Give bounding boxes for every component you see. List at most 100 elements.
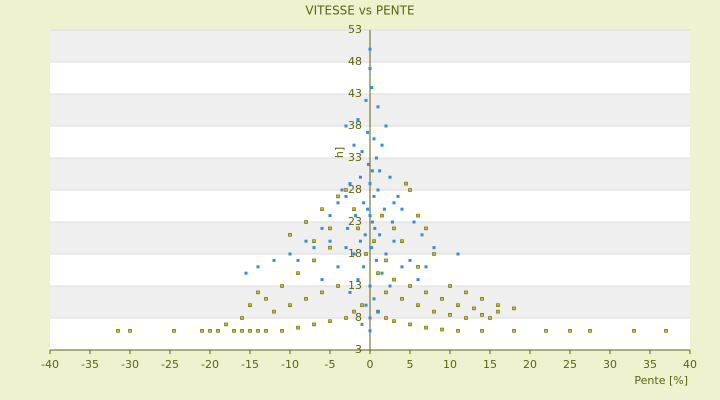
scatter-point bbox=[632, 329, 636, 333]
y-tick-label: 8 bbox=[355, 311, 362, 324]
scatter-point bbox=[380, 271, 384, 275]
scatter-point bbox=[336, 284, 340, 288]
scatter-point bbox=[496, 309, 500, 314]
x-tick-label: -30 bbox=[121, 358, 139, 371]
scatter-point bbox=[368, 284, 372, 288]
y-tick-label: 48 bbox=[348, 55, 362, 68]
scatter-point bbox=[296, 258, 300, 262]
scatter-point bbox=[372, 239, 376, 243]
y-tick-label: 33 bbox=[348, 151, 362, 164]
scatter-point bbox=[200, 329, 204, 333]
scatter-point bbox=[272, 309, 276, 314]
scatter-point bbox=[264, 329, 268, 333]
scatter-point bbox=[370, 86, 374, 90]
scatter-point bbox=[382, 207, 386, 211]
scatter-point bbox=[420, 233, 424, 237]
scatter-point bbox=[280, 329, 284, 333]
scatter-point bbox=[416, 265, 420, 269]
scatter-point bbox=[208, 329, 212, 333]
scatter-point bbox=[232, 329, 236, 333]
scatter-point bbox=[370, 246, 374, 250]
scatter-point bbox=[392, 239, 396, 243]
scatter-point bbox=[488, 316, 492, 320]
scatter-point bbox=[352, 207, 356, 211]
scatter-point bbox=[352, 252, 356, 256]
scatter-point bbox=[328, 239, 332, 243]
scatter-point bbox=[354, 214, 358, 218]
scatter-point bbox=[380, 213, 384, 218]
y-tick-label: 28 bbox=[348, 183, 362, 196]
scatter-point bbox=[366, 207, 370, 211]
scatter-point bbox=[344, 124, 348, 128]
scatter-point bbox=[416, 278, 420, 282]
scatter-point bbox=[240, 329, 244, 333]
scatter-point bbox=[424, 265, 428, 269]
scatter-point bbox=[216, 329, 220, 333]
scatter-point bbox=[456, 329, 460, 333]
scatter-point bbox=[380, 143, 384, 147]
scatter-point bbox=[464, 290, 468, 295]
x-tick-label: -5 bbox=[325, 358, 336, 371]
scatter-point bbox=[464, 316, 468, 320]
scatter-point bbox=[362, 201, 366, 205]
y-tick-label: 53 bbox=[348, 23, 362, 36]
scatter-point bbox=[376, 271, 380, 275]
scatter-point bbox=[378, 169, 382, 173]
scatter-point bbox=[288, 252, 292, 256]
scatter-point bbox=[496, 303, 500, 307]
scatter-point bbox=[128, 329, 132, 333]
scatter-point bbox=[664, 329, 668, 333]
scatter-point bbox=[344, 246, 348, 250]
scatter-point bbox=[512, 329, 516, 333]
scatter-point bbox=[390, 220, 394, 224]
scatter-point bbox=[372, 137, 376, 141]
scatter-point bbox=[378, 233, 382, 237]
scatter-point bbox=[356, 226, 360, 231]
scatter-point bbox=[480, 297, 484, 301]
scatter-point bbox=[224, 322, 228, 327]
scatter-point bbox=[384, 290, 388, 295]
scatter-point bbox=[288, 303, 292, 307]
scatter-point bbox=[344, 316, 348, 320]
scatter-point bbox=[392, 226, 396, 231]
scatter-point bbox=[296, 325, 300, 330]
scatter-point bbox=[264, 297, 268, 301]
scatter-point bbox=[408, 188, 412, 192]
scatter-point bbox=[388, 284, 392, 288]
scatter-point bbox=[448, 313, 452, 317]
scatter-point bbox=[336, 194, 340, 199]
x-tick-label: -10 bbox=[281, 358, 299, 371]
scatter-point bbox=[372, 297, 376, 301]
scatter-point bbox=[480, 329, 484, 333]
x-tick-label: 40 bbox=[683, 358, 697, 371]
y-tick-label: 43 bbox=[348, 87, 362, 100]
scatter-point bbox=[328, 245, 332, 250]
scatter-point bbox=[344, 194, 348, 198]
scatter-point bbox=[358, 239, 362, 243]
scatter-point bbox=[376, 105, 380, 109]
scatter-point bbox=[408, 322, 412, 327]
scatter-point bbox=[412, 220, 416, 224]
scatter-point bbox=[240, 316, 244, 320]
scatter-point bbox=[248, 329, 252, 333]
scatter-point bbox=[400, 297, 404, 301]
scatter-point bbox=[364, 252, 368, 256]
scatter-point bbox=[352, 309, 356, 314]
scatter-point bbox=[360, 150, 364, 154]
scatter-point bbox=[392, 319, 396, 323]
x-tick-label: -25 bbox=[161, 358, 179, 371]
scatter-point bbox=[320, 278, 324, 282]
scatter-point bbox=[366, 130, 370, 134]
scatter-point bbox=[440, 297, 444, 301]
scatter-point bbox=[384, 258, 388, 263]
scatter-point bbox=[376, 310, 380, 314]
scatter-point bbox=[370, 220, 374, 224]
scatter-point bbox=[248, 303, 252, 307]
scatter-point bbox=[172, 329, 176, 333]
scatter-point bbox=[304, 239, 308, 243]
scatter-point bbox=[340, 188, 344, 192]
x-tick-label: -40 bbox=[41, 358, 59, 371]
scatter-point bbox=[368, 47, 372, 51]
y-tick-label: 38 bbox=[348, 119, 362, 132]
scatter-point bbox=[346, 226, 350, 230]
